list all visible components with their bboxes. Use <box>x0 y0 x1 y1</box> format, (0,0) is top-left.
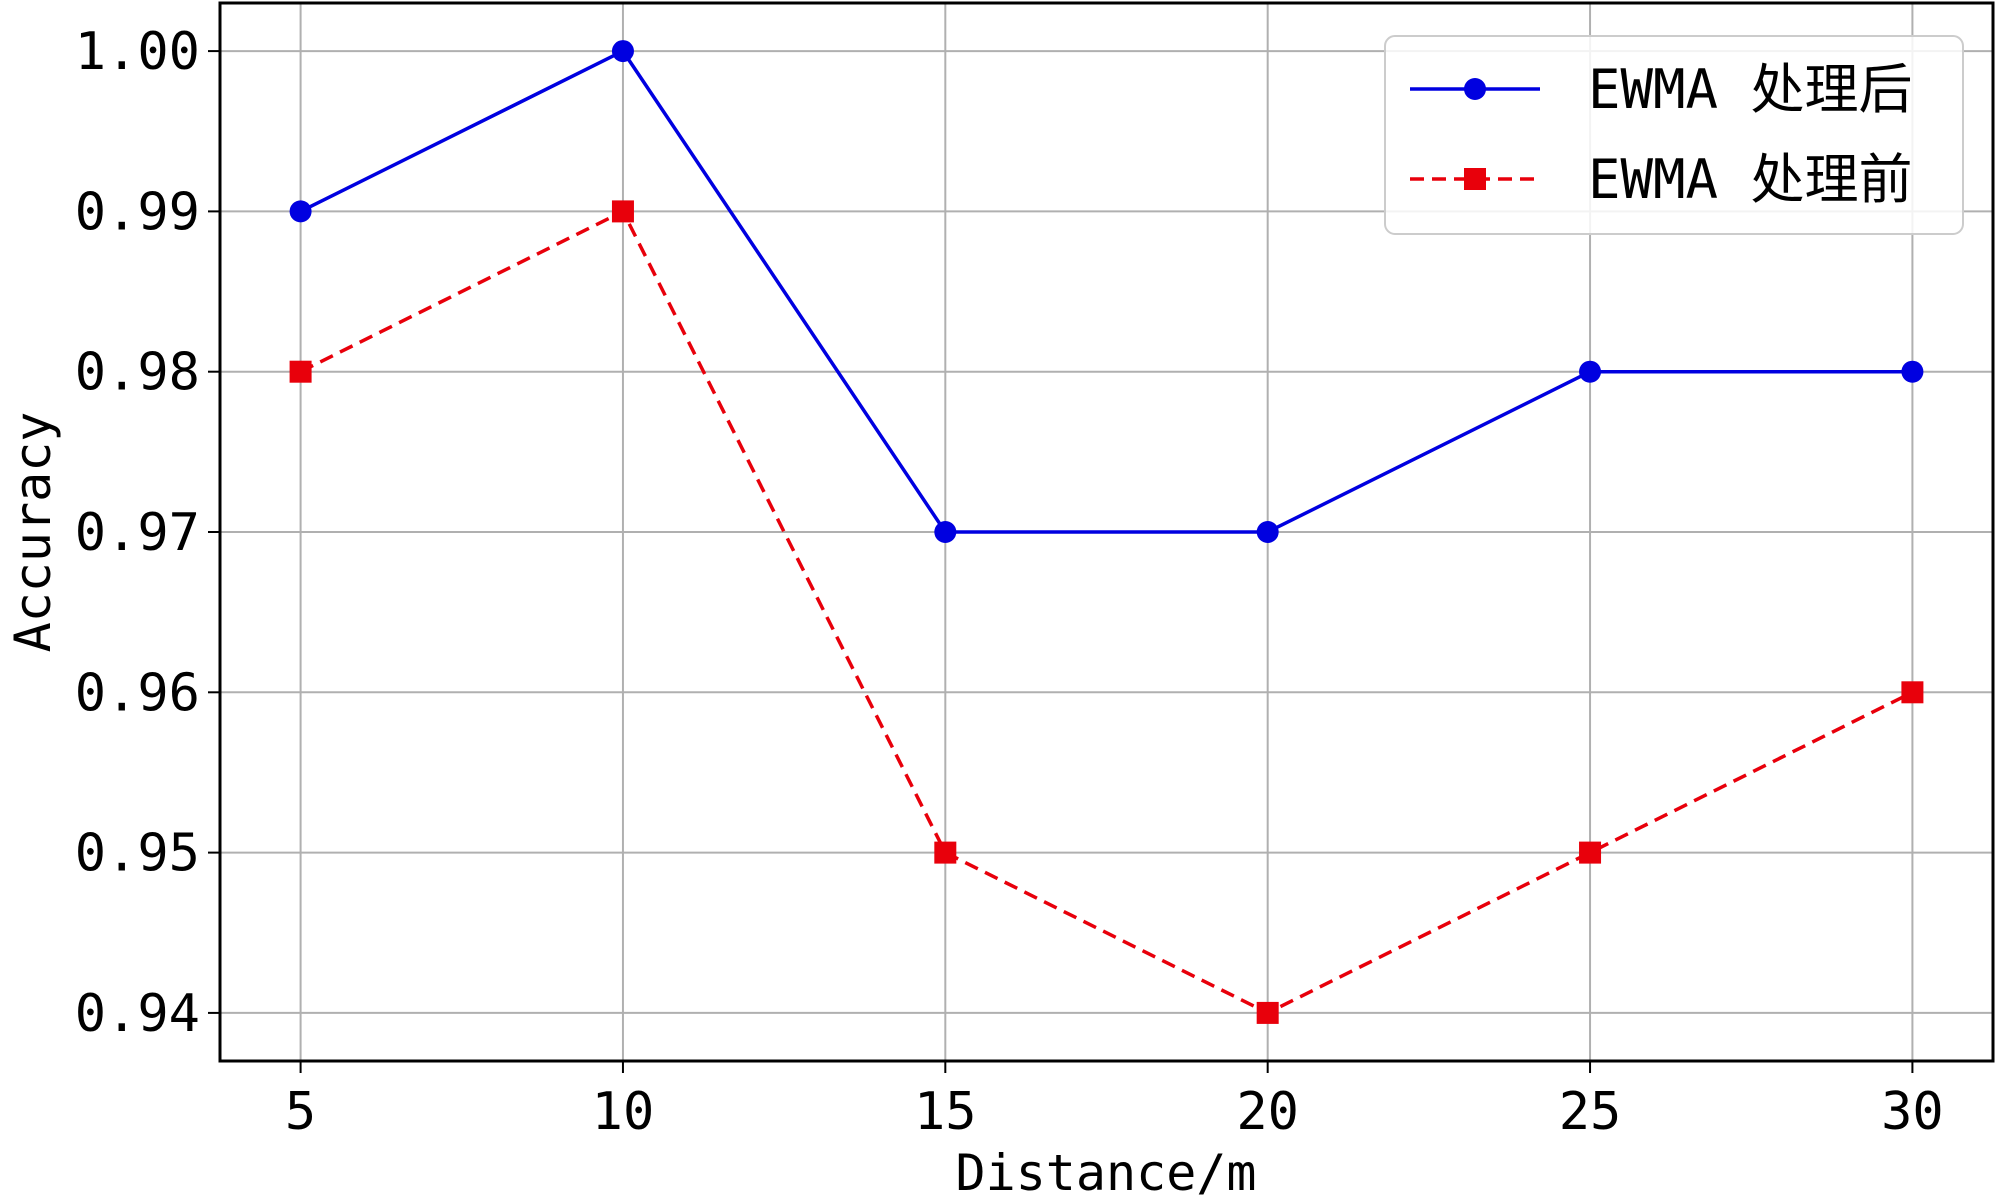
x-tick-label: 25 <box>1559 1082 1622 1142</box>
legend-label: EWMA 处理前 <box>1588 148 1913 211</box>
data-point <box>934 521 957 543</box>
data-point <box>1901 681 1924 704</box>
legend-label: EWMA 处理后 <box>1588 58 1913 121</box>
legend-marker <box>1464 168 1486 190</box>
y-tick-label: 0.94 <box>75 984 200 1044</box>
data-point <box>289 360 312 383</box>
y-tick-label: 0.96 <box>75 663 200 723</box>
y-tick-label: 0.95 <box>75 824 200 884</box>
data-point <box>934 841 957 864</box>
data-point <box>1579 360 1602 383</box>
data-point <box>611 40 634 63</box>
series-1 <box>289 40 1924 543</box>
legend-item-2: EWMA 处理前 <box>1410 148 1913 211</box>
legend-marker <box>1464 78 1486 100</box>
x-tick-label: 5 <box>285 1082 316 1142</box>
series-line <box>299 49 1913 534</box>
y-tick-label: 0.99 <box>75 182 200 242</box>
series-layer <box>289 40 1924 1024</box>
data-point <box>289 200 312 223</box>
x-tick-label: 20 <box>1236 1082 1299 1142</box>
data-point <box>1256 1001 1279 1024</box>
data-point <box>1579 841 1602 864</box>
data-point <box>611 200 634 223</box>
data-point <box>1901 360 1924 383</box>
series-2 <box>289 200 1924 1024</box>
y-tick-label: 1.00 <box>75 22 200 82</box>
data-point <box>1256 521 1279 543</box>
y-axis-label: Accuracy <box>4 412 62 653</box>
x-axis-label: Distance/m <box>955 1144 1256 1198</box>
y-tick-label: 0.97 <box>75 503 200 563</box>
x-axis: 5 10 15 20 25 30 <box>285 1061 1944 1142</box>
x-tick-label: 15 <box>914 1082 977 1142</box>
y-axis: 0.94 0.95 0.96 0.97 0.98 0.99 1.00 <box>75 22 220 1044</box>
x-tick-label: 10 <box>592 1082 655 1142</box>
series-line <box>299 209 1914 1015</box>
y-tick-label: 0.98 <box>75 343 200 403</box>
legend-item-1: EWMA 处理后 <box>1410 58 1913 121</box>
x-tick-label: 30 <box>1881 1082 1944 1142</box>
legend-box <box>1384 35 1964 235</box>
legend: EWMA 处理后 EWMA 处理前 <box>1384 35 1964 235</box>
